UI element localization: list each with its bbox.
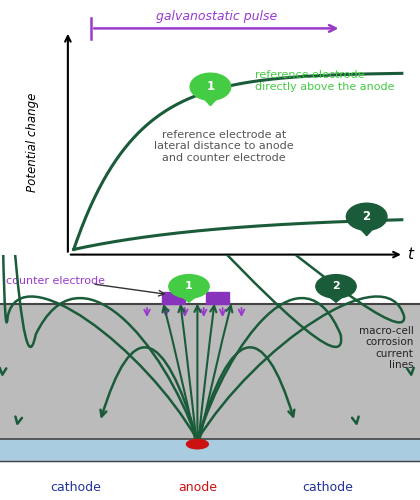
Text: anode: anode bbox=[178, 481, 217, 494]
Text: galvanostatic pulse: galvanostatic pulse bbox=[156, 10, 277, 23]
FancyArrowPatch shape bbox=[16, 298, 197, 440]
Ellipse shape bbox=[186, 440, 208, 449]
Text: macro-cell
corrosion
current
lines: macro-cell corrosion current lines bbox=[359, 326, 414, 370]
Text: cathode: cathode bbox=[302, 481, 353, 494]
Bar bbox=[206, 292, 229, 304]
Text: counter electrode: counter electrode bbox=[6, 276, 105, 285]
Text: 2: 2 bbox=[362, 210, 371, 223]
Circle shape bbox=[190, 73, 231, 100]
Bar bbox=[0, 304, 420, 439]
FancyArrowPatch shape bbox=[0, 296, 197, 440]
Polygon shape bbox=[324, 292, 348, 302]
Text: reference electrode
directly above the anode: reference electrode directly above the a… bbox=[255, 70, 395, 92]
FancyArrowPatch shape bbox=[197, 348, 294, 440]
FancyArrowPatch shape bbox=[178, 306, 196, 440]
Text: reference electrode at
lateral distance to anode
and counter electrode: reference electrode at lateral distance … bbox=[154, 130, 294, 163]
FancyArrowPatch shape bbox=[197, 296, 412, 440]
FancyArrowPatch shape bbox=[200, 306, 232, 440]
FancyArrowPatch shape bbox=[194, 306, 200, 440]
Text: 1: 1 bbox=[206, 80, 215, 93]
Text: cathode: cathode bbox=[50, 481, 101, 494]
Bar bbox=[162, 292, 185, 304]
Text: 1: 1 bbox=[185, 282, 193, 292]
Circle shape bbox=[169, 274, 209, 298]
Text: 2: 2 bbox=[332, 282, 340, 292]
Polygon shape bbox=[177, 292, 201, 302]
Polygon shape bbox=[355, 224, 378, 235]
Text: Potential change: Potential change bbox=[26, 93, 39, 192]
Bar bbox=[0, 439, 420, 461]
FancyArrowPatch shape bbox=[163, 306, 195, 440]
Text: t: t bbox=[407, 248, 412, 262]
FancyArrowPatch shape bbox=[100, 348, 197, 440]
Circle shape bbox=[316, 274, 356, 298]
FancyArrowPatch shape bbox=[199, 306, 216, 440]
Circle shape bbox=[346, 203, 387, 230]
Polygon shape bbox=[199, 94, 222, 106]
FancyArrowPatch shape bbox=[197, 298, 357, 440]
